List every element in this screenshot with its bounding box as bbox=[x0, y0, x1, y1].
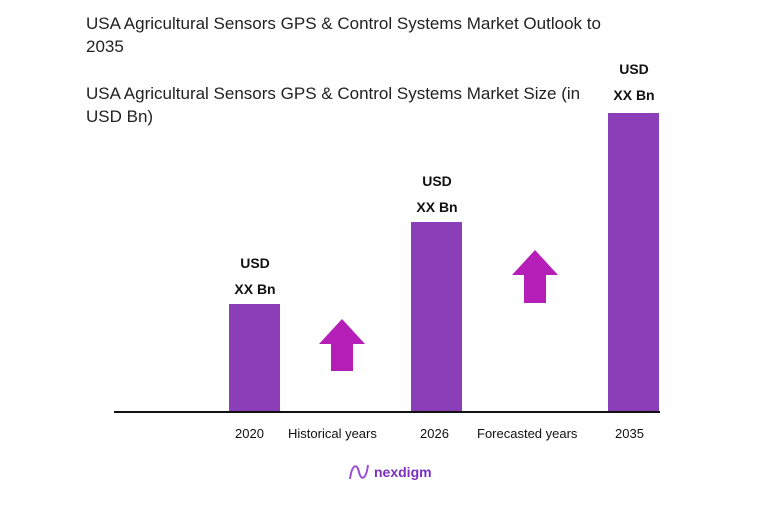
chart-subtitle: USA Agricultural Sensors GPS & Control S… bbox=[86, 84, 581, 126]
segment-forecasted: Forecasted years bbox=[477, 426, 578, 441]
growth-arrow-icon bbox=[319, 319, 365, 371]
nexdigm-wave-icon bbox=[349, 464, 369, 480]
bar-2035 bbox=[608, 113, 659, 412]
bar-label-line2: XX Bn bbox=[234, 281, 276, 297]
chart-title: USA Agricultural Sensors GPS & Control S… bbox=[86, 14, 601, 56]
bar-label-2035: USD XX Bn bbox=[589, 56, 679, 108]
x-axis-line bbox=[114, 411, 660, 413]
bar-2020 bbox=[229, 304, 280, 412]
x-tick-2035: 2035 bbox=[615, 426, 644, 441]
nexdigm-logo: nexdigm bbox=[348, 462, 432, 482]
bar-label-line1: USD bbox=[422, 173, 452, 189]
growth-arrow-icon bbox=[512, 250, 558, 303]
bar-label-line2: XX Bn bbox=[613, 87, 655, 103]
bar-label-2026: USD XX Bn bbox=[392, 168, 482, 220]
x-tick-2026: 2026 bbox=[420, 426, 449, 441]
logo-text: nexdigm bbox=[374, 464, 432, 480]
bar-label-line1: USD bbox=[240, 255, 270, 271]
bar-2026 bbox=[411, 222, 462, 412]
bar-label-line1: USD bbox=[619, 61, 649, 77]
bar-label-2020: USD XX Bn bbox=[210, 250, 300, 302]
bar-label-line2: XX Bn bbox=[416, 199, 458, 215]
x-tick-2020: 2020 bbox=[235, 426, 264, 441]
segment-historical: Historical years bbox=[288, 426, 377, 441]
